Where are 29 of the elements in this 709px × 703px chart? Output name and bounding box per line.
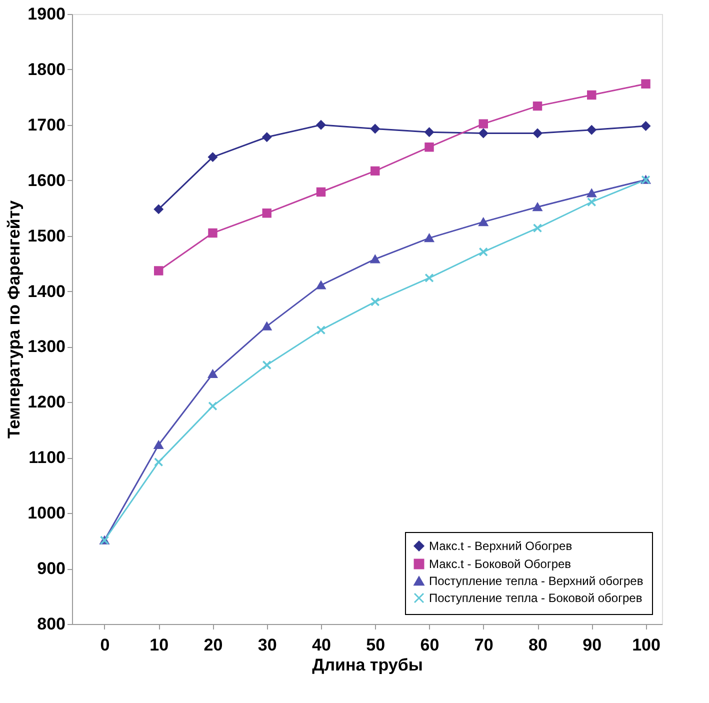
x-tick-label: 70 <box>474 636 494 654</box>
x-tick-label: 10 <box>150 636 169 654</box>
y-tick-label: 1500 <box>28 226 66 246</box>
legend-label: Макс.t - Боковой Обогрев <box>429 557 572 571</box>
y-tick-label: 1000 <box>28 504 66 523</box>
y-tick-label: 900 <box>37 559 66 578</box>
y-tick-label: 1100 <box>28 448 66 468</box>
y-tick-label: 1200 <box>28 392 66 412</box>
y-tick-label: 800 <box>37 614 66 634</box>
x-tick-label: 0 <box>100 636 110 654</box>
y-tick-label: 1400 <box>28 282 66 301</box>
x-tick-label: 100 <box>632 636 660 654</box>
y-tick-label: 1300 <box>28 337 66 356</box>
x-tick-label: 30 <box>258 636 277 654</box>
y-tick-label: 1900 <box>28 4 66 24</box>
x-tick-label: 20 <box>204 636 223 654</box>
y-tick-label: 1700 <box>28 115 66 134</box>
y-axis-title: Температура по Фаренгейту <box>4 200 24 439</box>
legend-label: Поступление тепла - Верхний обогрев <box>429 574 644 588</box>
y-tick-label: 1600 <box>28 170 66 190</box>
x-tick-label: 40 <box>312 636 331 654</box>
x-tick-label: 60 <box>420 636 440 654</box>
legend-label: Поступление тепла - Боковой обогрев <box>429 591 642 605</box>
x-tick-label: 50 <box>366 636 386 654</box>
legend-label: Макс.t - Верхний Обогрев <box>429 539 572 553</box>
y-tick-label: 1800 <box>28 60 66 79</box>
x-tick-label: 90 <box>582 636 602 654</box>
x-axis-title: Длина трубы <box>312 656 423 674</box>
x-tick-label: 80 <box>528 636 548 654</box>
